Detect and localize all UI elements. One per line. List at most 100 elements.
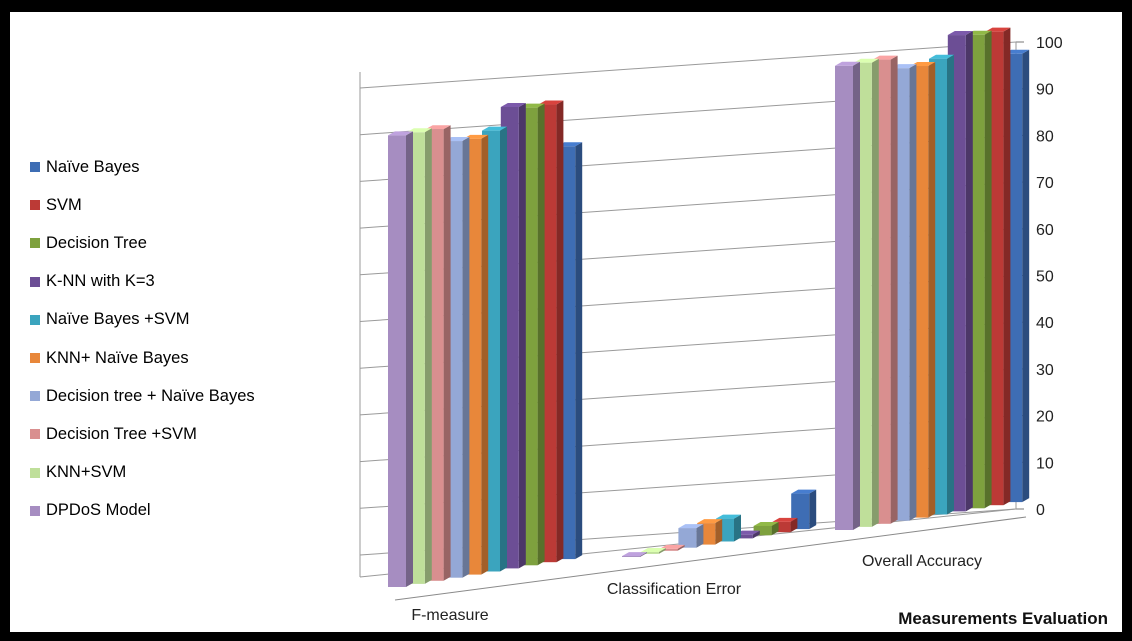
bar-top xyxy=(388,131,413,136)
bar-top xyxy=(406,128,432,133)
bar-top xyxy=(622,552,647,557)
y-tick-label: 50 xyxy=(1036,269,1054,286)
y-tick-label: 80 xyxy=(1036,128,1054,145)
bar-top xyxy=(678,524,704,529)
y-tick-label: 40 xyxy=(1036,315,1054,332)
bar-side xyxy=(890,55,898,524)
bar-top xyxy=(444,137,470,142)
bar-group-classification-error xyxy=(622,489,817,557)
legend-swatch xyxy=(30,391,40,402)
y-tick-label: 70 xyxy=(1036,175,1054,192)
y-tick-label: 20 xyxy=(1036,409,1054,426)
legend-label: Decision Tree xyxy=(46,233,147,252)
bar-top xyxy=(659,544,685,549)
bar-side xyxy=(518,103,526,569)
legend-swatch xyxy=(30,429,40,440)
bar-side xyxy=(809,489,817,530)
bar-top xyxy=(697,519,723,524)
legend-label: Decision Tree +SVM xyxy=(46,424,197,443)
bar-top xyxy=(753,521,779,526)
bar-top xyxy=(482,126,507,131)
bar-side xyxy=(640,552,647,557)
x-axis-title: Measurements Evaluation xyxy=(898,609,1108,628)
bar-group-overall-accuracy xyxy=(835,27,1030,530)
bar-top xyxy=(519,103,545,108)
bar-top xyxy=(947,31,973,36)
bar-side xyxy=(537,103,545,566)
chart-legend: Naïve Bayes SVM Decision Tree K-NN with K=3… xyxy=(30,148,320,530)
y-tick-label: 0 xyxy=(1036,502,1045,519)
bar-top xyxy=(734,530,760,535)
bar-side xyxy=(575,142,583,560)
bar-top xyxy=(966,30,992,35)
bar-side xyxy=(752,530,760,539)
chart-frame: 0 10 20 30 40 50 60 70 80 90 100 F-measure Classific… xyxy=(10,12,1122,632)
bar-top xyxy=(772,517,798,522)
legend-item: SVM xyxy=(30,186,320,224)
legend-swatch xyxy=(30,200,40,211)
bar-side xyxy=(853,61,860,530)
bar-side xyxy=(1022,49,1030,503)
legend-item: Naïve Bayes xyxy=(30,148,320,186)
legend-label: K-NN with K=3 xyxy=(46,272,155,291)
bar-side xyxy=(677,544,685,551)
legend-label: KNN+SVM xyxy=(46,463,127,482)
y-tick-label: 30 xyxy=(1036,362,1054,379)
bar xyxy=(640,552,659,554)
legend-swatch xyxy=(30,238,40,249)
bar xyxy=(659,548,678,551)
legend-item: DPDoS Model xyxy=(30,492,320,530)
bar-top xyxy=(985,27,1011,32)
bar-top xyxy=(538,100,564,105)
bar-side xyxy=(406,131,413,587)
bar xyxy=(678,528,697,548)
legend-item: Naïve Bayes +SVM xyxy=(30,301,320,339)
bar-top xyxy=(463,134,489,139)
x-category-label: F-measure xyxy=(411,607,488,624)
legend-item: KNN+ Naïve Bayes xyxy=(30,339,320,377)
bar-side xyxy=(1003,27,1011,506)
bar xyxy=(622,556,640,557)
legend-label: DPDoS Model xyxy=(46,501,151,520)
legend-swatch xyxy=(30,505,40,516)
legend-swatch xyxy=(30,276,40,287)
bar-top xyxy=(791,489,817,494)
legend-label: KNN+ Naïve Bayes xyxy=(46,348,189,367)
bar-top xyxy=(1004,49,1030,54)
gridline xyxy=(359,41,1017,89)
y-tick-label: 10 xyxy=(1036,455,1054,472)
chart-plot: 0 10 20 30 40 50 60 70 80 90 100 F-measure Classific… xyxy=(359,27,1108,628)
legend-swatch xyxy=(30,467,40,478)
bar xyxy=(753,525,772,536)
legend-swatch xyxy=(30,353,40,364)
y-tick-label: 90 xyxy=(1036,82,1054,99)
bar-side xyxy=(696,524,704,548)
legend-item: Decision tree + Naïve Bayes xyxy=(30,377,320,415)
x-category-label: Classification Error xyxy=(607,581,742,598)
bar-side xyxy=(658,548,666,554)
x-category-label: Overall Accuracy xyxy=(862,553,982,570)
legend-swatch xyxy=(30,162,40,173)
legend-label: SVM xyxy=(46,195,82,214)
legend-item: Decision Tree xyxy=(30,224,320,262)
bar-side xyxy=(871,58,879,527)
bar-top xyxy=(640,548,666,553)
legend-label: Decision tree + Naïve Bayes xyxy=(46,386,255,405)
bar xyxy=(734,534,753,539)
bar-side xyxy=(556,100,564,563)
bar-side xyxy=(500,126,507,572)
bar-side xyxy=(462,137,470,578)
legend-swatch xyxy=(30,314,40,325)
bar-top xyxy=(500,103,526,108)
bar-side xyxy=(443,125,451,581)
bar-side xyxy=(771,521,779,536)
bar xyxy=(772,521,791,533)
bar-side xyxy=(965,31,973,512)
bar-side xyxy=(947,54,954,515)
bar-side xyxy=(928,62,936,518)
bar-side xyxy=(715,519,723,545)
bar-side xyxy=(909,64,917,521)
bar-side xyxy=(424,128,432,584)
bar-top xyxy=(425,125,451,130)
bar-top xyxy=(835,61,860,66)
